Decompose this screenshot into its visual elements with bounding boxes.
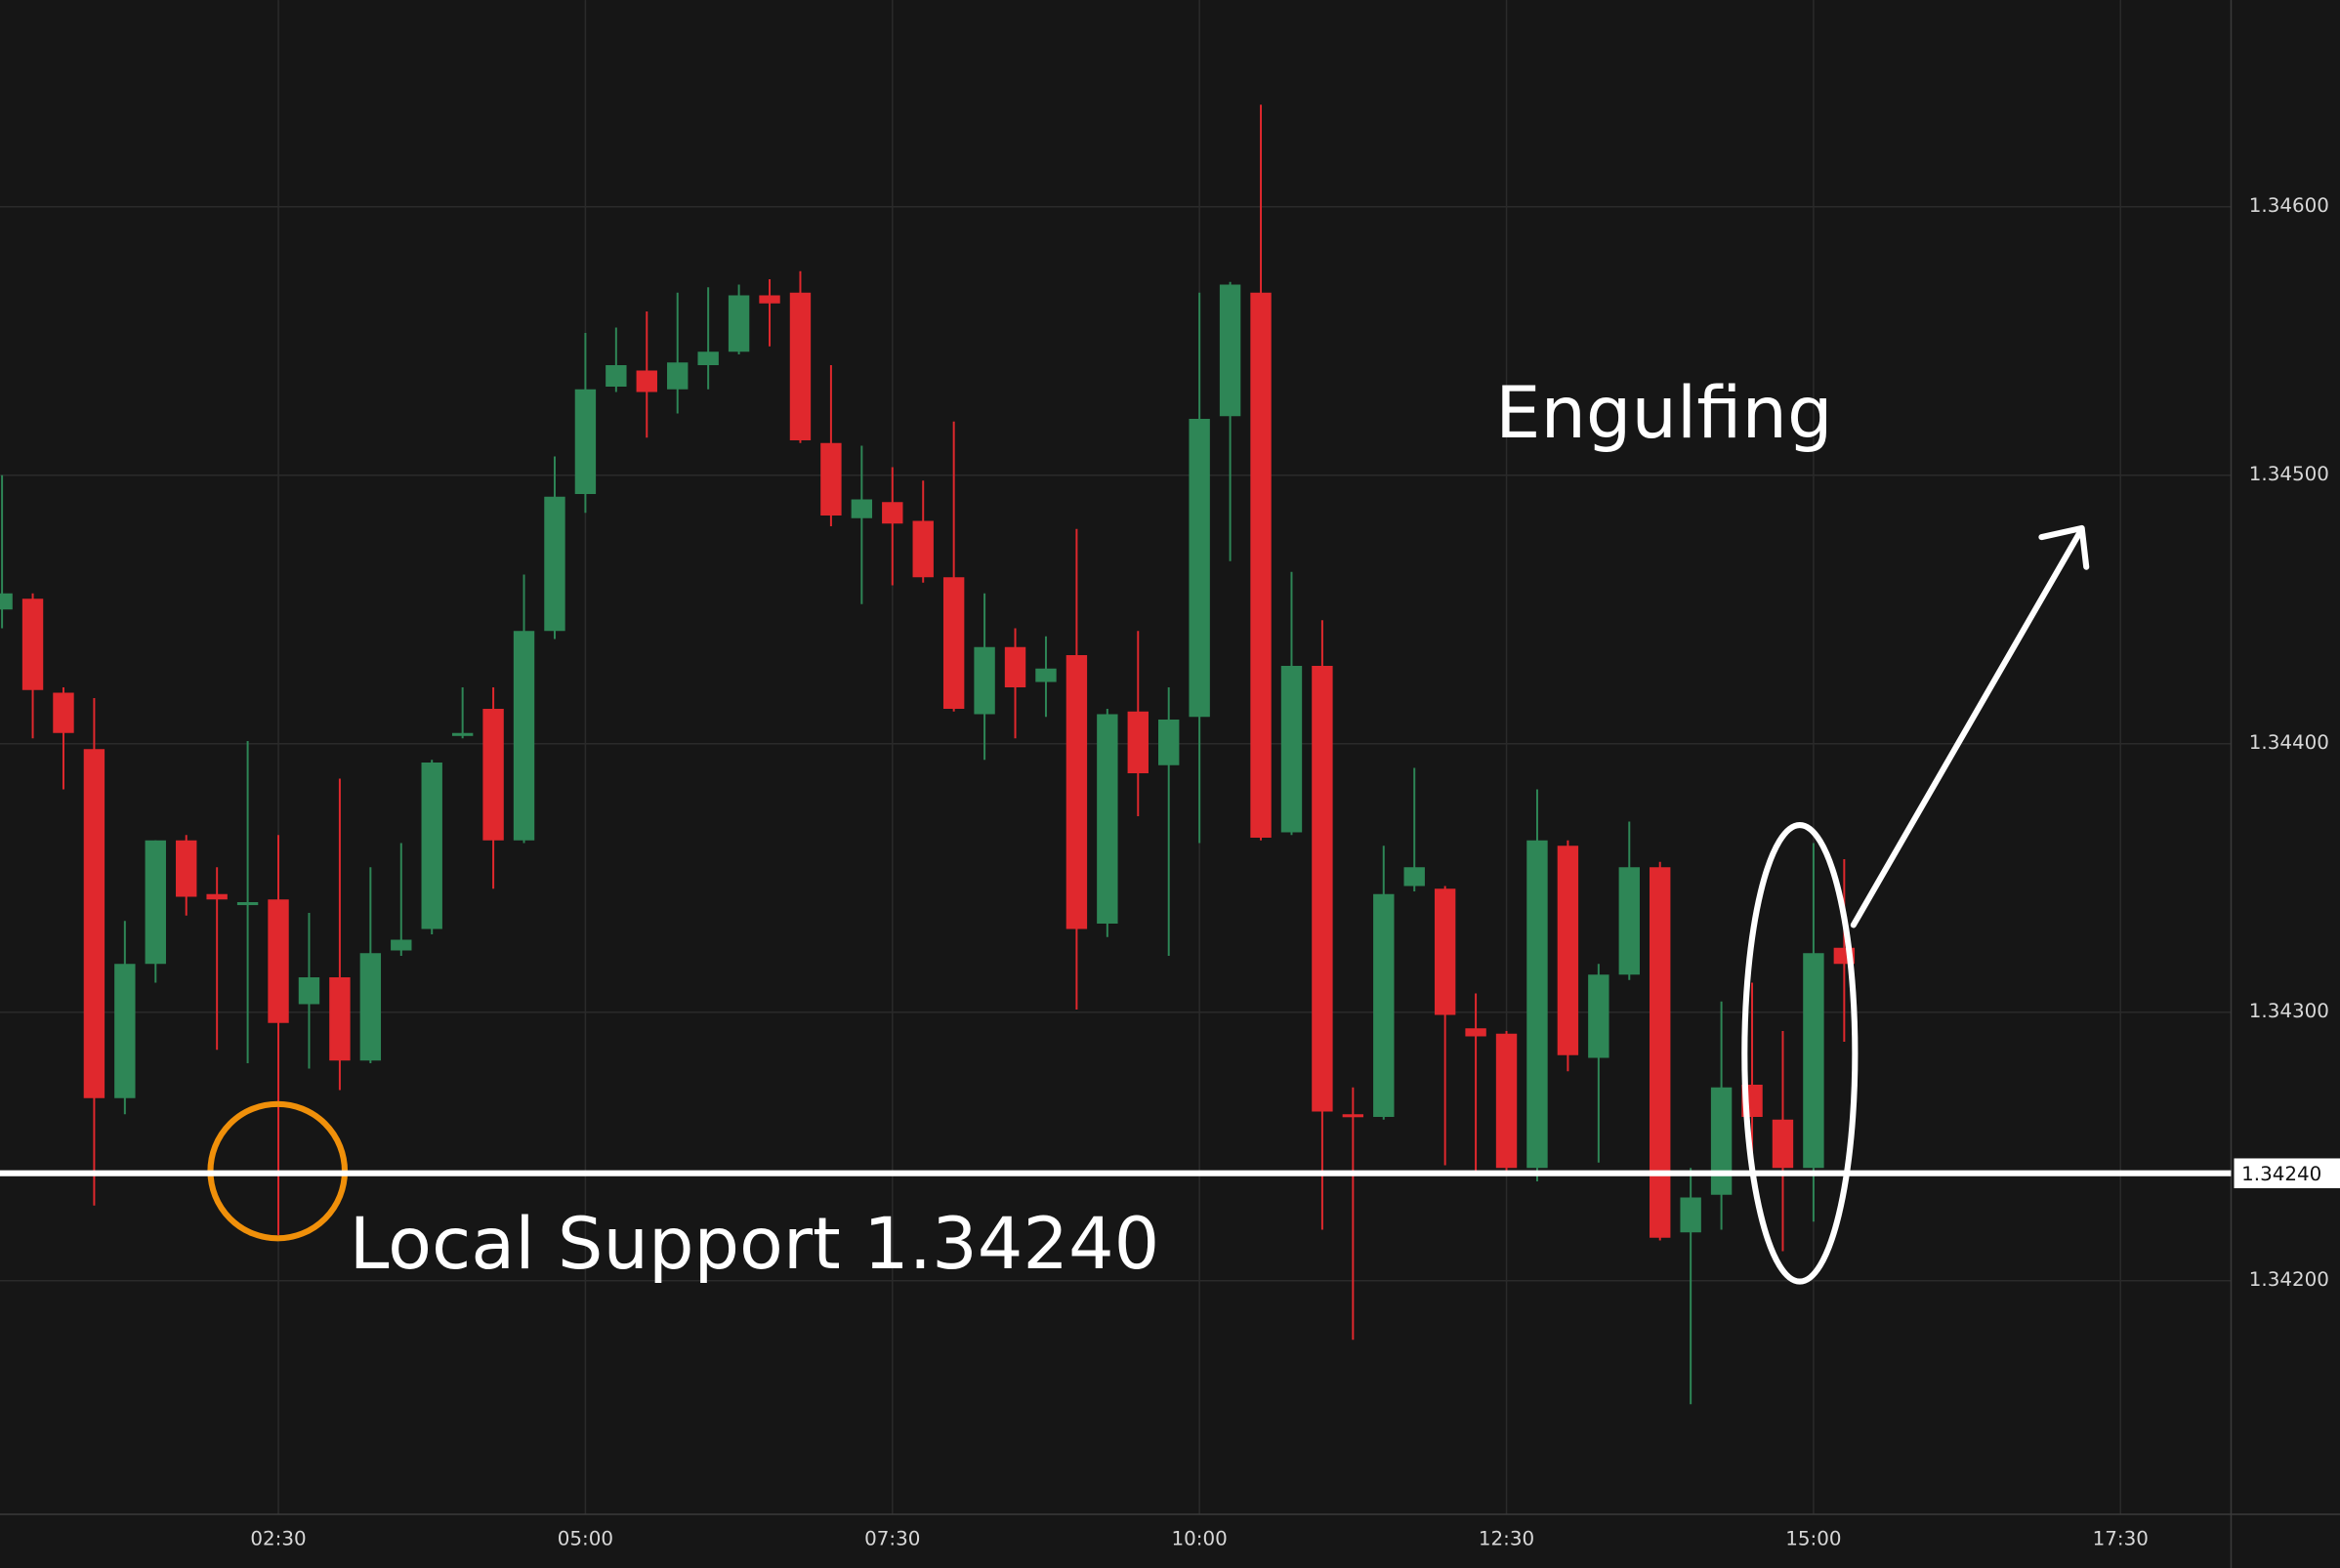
x-tick-label: 02:30 (250, 1527, 306, 1549)
candle-body (176, 840, 197, 897)
candle-body (974, 646, 995, 715)
annotation-engulfing: Engulfing (1495, 372, 1832, 455)
x-tick-label: 10:00 (1172, 1527, 1228, 1549)
candle-body (421, 762, 442, 929)
candle-body (1250, 292, 1272, 838)
candle-body (114, 964, 136, 1098)
candle-body (83, 749, 105, 1098)
y-tick-label: 1.34400 (2249, 731, 2329, 754)
candle-body (544, 496, 565, 632)
candle-body (1557, 846, 1579, 1055)
candle-body (513, 631, 535, 841)
candle-body (1588, 974, 1609, 1058)
candle-body (482, 708, 504, 841)
candle-body (206, 893, 228, 900)
y-tick-label: 1.34500 (2249, 463, 2329, 485)
x-tick-label: 05:00 (558, 1527, 613, 1549)
annotation-support: Local Support 1.34240 (350, 1203, 1160, 1286)
candle-body (1097, 714, 1118, 924)
candle-body (1495, 1033, 1518, 1169)
candle-body (1219, 284, 1241, 417)
candle-body (606, 364, 627, 387)
candle-body (1280, 665, 1303, 833)
candle-body (1189, 418, 1210, 718)
candle-body (820, 442, 842, 516)
candle-body (145, 840, 166, 965)
arrow-head (2038, 524, 2090, 570)
candle-body (1373, 893, 1395, 1117)
candles (0, 104, 1856, 1405)
y-tick-label: 1.34200 (2249, 1268, 2329, 1291)
candle-body (759, 295, 780, 304)
candle-body (1650, 867, 1671, 1238)
x-tick-label: 12:30 (1479, 1527, 1534, 1549)
candle-body (1066, 654, 1088, 929)
candle-body (451, 732, 474, 736)
candle-body (789, 292, 812, 440)
candle-body (0, 593, 13, 610)
candle-body (1403, 867, 1425, 887)
y-tick-label: 1.34300 (2249, 1000, 2329, 1022)
candle-body (391, 939, 412, 951)
candle-body (1803, 953, 1824, 1169)
candle-body (728, 295, 750, 352)
candle-body (1312, 665, 1333, 1112)
candle-body (1035, 668, 1057, 682)
candle-body (21, 598, 44, 690)
candle-body (1680, 1197, 1701, 1233)
candle-body (1434, 888, 1456, 1015)
x-tick-label: 07:30 (864, 1527, 920, 1549)
candle-body (882, 502, 903, 524)
arrow-shaft (1850, 530, 2082, 928)
candle-body (697, 351, 719, 365)
candle-body (53, 692, 74, 733)
y-tick-label: 1.34600 (2249, 194, 2329, 217)
candle-body (667, 362, 689, 390)
grid (0, 0, 2232, 1514)
candle-body (1004, 646, 1026, 687)
candle-body (912, 520, 934, 578)
candle-body (1342, 1114, 1364, 1118)
candle-body (851, 499, 873, 518)
x-tick-label: 15:00 (1785, 1527, 1841, 1549)
candle-body (1526, 840, 1548, 1169)
candle-body (636, 370, 657, 392)
candle-body (1618, 867, 1640, 975)
candle-body (942, 577, 965, 709)
overlay: Engulfing Local Support 1.34240 (0, 372, 2232, 1286)
support-price-box (2234, 1158, 2340, 1189)
candle-body (1772, 1119, 1794, 1169)
candle-body (329, 976, 351, 1061)
candle-body (1465, 1028, 1486, 1037)
candle-body (298, 976, 320, 1005)
candle-body (1127, 711, 1149, 773)
candle-body (268, 899, 289, 1023)
support-price-label: 1.34240 (2241, 1163, 2321, 1185)
candle-body (236, 901, 259, 906)
engulfing-ellipse (1741, 821, 1859, 1285)
candle-body (359, 953, 382, 1061)
x-tick-label: 17:30 (2093, 1527, 2149, 1549)
candle-body (1158, 719, 1180, 765)
candle-body (574, 389, 597, 494)
candle-body (1710, 1087, 1733, 1195)
